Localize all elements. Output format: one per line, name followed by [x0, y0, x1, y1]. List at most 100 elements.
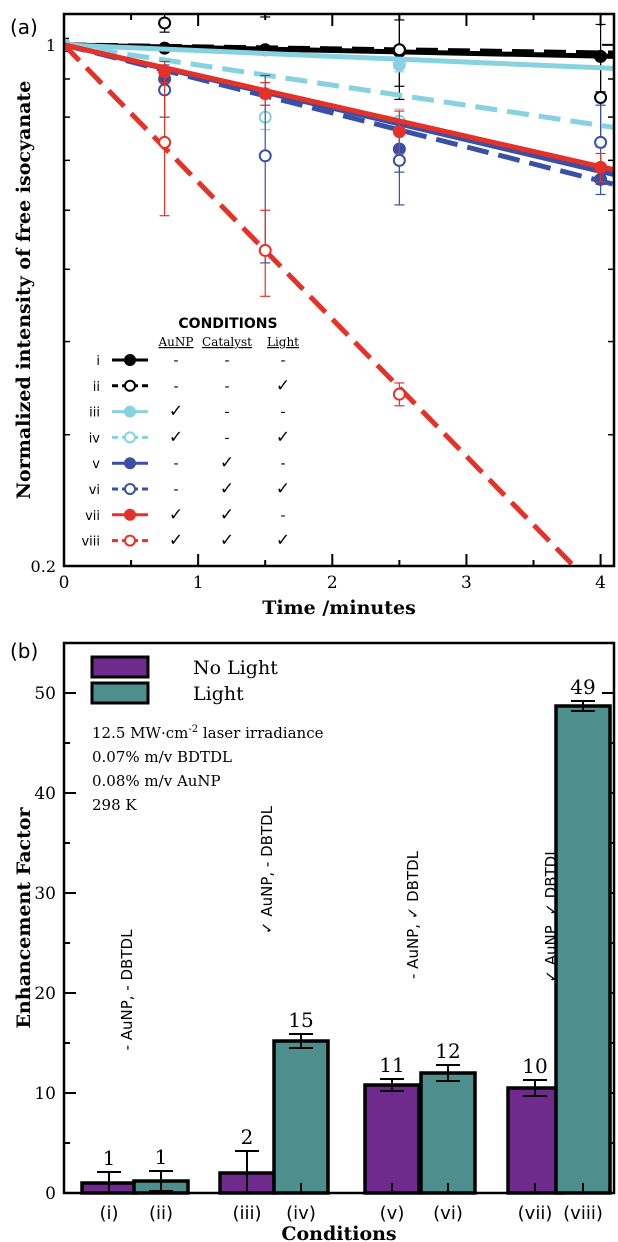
legend-cell-iv: ✓: [276, 427, 290, 447]
point-vii: [392, 125, 406, 139]
note-aunp: 0.08% m/v AuNP: [92, 772, 221, 790]
legend-label-viii: viii: [81, 535, 100, 550]
point-iii: [392, 58, 406, 72]
x-axis-label: Time /minutes: [262, 597, 416, 619]
legend-cell-i: -: [280, 353, 285, 369]
y-tick-label: 0.2: [31, 557, 56, 576]
legend-label-vii: vii: [85, 509, 100, 524]
value-label: 11: [379, 1053, 404, 1077]
x-tick-label: (vi): [433, 1203, 463, 1224]
fit-line-viii: [64, 43, 576, 566]
x-tick-label: (v): [380, 1203, 405, 1224]
legend-cell-vi: ✓: [276, 479, 290, 499]
legend-marker-vi: [124, 483, 136, 495]
note-bdtdl: 0.07% m/v BDTDL: [92, 748, 232, 766]
legend-label: No Light: [193, 657, 278, 679]
legend-cell-v: -: [280, 456, 285, 472]
x-tick-label: 4: [595, 573, 606, 593]
legend-title: CONDITIONS: [178, 316, 277, 332]
fit-line-vii: [64, 42, 614, 173]
x-tick-label: (vii): [518, 1203, 553, 1224]
legend-cell-iii: ✓: [169, 402, 183, 422]
y-tick-label: 40: [34, 784, 56, 804]
x-axis-label: Conditions: [281, 1223, 396, 1242]
legend-marker-v: [124, 457, 136, 470]
legend-marker-i: [124, 354, 136, 366]
bar-v: [363, 1083, 421, 1195]
legend-marker-vii: [124, 508, 136, 521]
value-label: 2: [241, 1125, 254, 1149]
series-group: [64, 14, 614, 566]
legend-swatch: [90, 655, 150, 679]
point-vi: [392, 153, 406, 167]
legend-cell-vii: ✓: [220, 505, 234, 525]
point-vii: [594, 160, 608, 174]
bar-iv: [272, 1039, 330, 1195]
legend-cell-vii: ✓: [169, 505, 183, 525]
point-viii: [158, 135, 172, 149]
panel-label-b: (b): [10, 639, 38, 663]
y-axis-label: Normalized intensity of free isocyanate: [13, 81, 35, 500]
plot-frame: [62, 12, 616, 568]
legend-swatch: [90, 681, 150, 705]
legend-cell-vii: -: [280, 508, 285, 524]
note-temp: 298 K: [92, 796, 137, 814]
x-tick-label: 1: [193, 573, 204, 593]
y-tick-label: 30: [34, 884, 56, 904]
y-tick-label: 50: [34, 684, 56, 704]
fit-line-ii: [64, 42, 614, 56]
y-tick-label: 20: [34, 984, 56, 1004]
x-tick-label: (iv): [286, 1203, 316, 1224]
point-vi: [594, 135, 608, 149]
legend-cell-iii: -: [280, 405, 285, 421]
line-chart-a: (a) 0.2 1 0 1 2 3 4 Time /minutes Normalized int…: [10, 12, 616, 619]
legend-marker-iv: [124, 431, 136, 444]
legend-column-header: Light: [267, 335, 299, 349]
point-ii: [158, 16, 172, 30]
y-tick-label: 1: [46, 36, 56, 55]
legend-cell-viii: ✓: [169, 531, 183, 551]
legend-label-iii: iii: [89, 406, 100, 421]
value-label: 15: [288, 1008, 313, 1032]
group-label: - AuNP, - DBTDL: [118, 929, 136, 1050]
legend-cell-i: -: [224, 353, 229, 369]
legend-cell-vi: -: [173, 482, 178, 498]
bar-viii: [554, 704, 612, 1195]
x-tick-label: (i): [99, 1203, 118, 1224]
legend-label-iv: iv: [89, 431, 101, 446]
legend-cell-ii: ✓: [276, 376, 290, 396]
legend-cell-v: ✓: [220, 453, 234, 473]
group-label: - AuNP, ✓ DBTDL: [404, 850, 422, 979]
value-label: 12: [435, 1039, 460, 1063]
legend-cell-ii: -: [173, 379, 178, 395]
point-vii: [158, 65, 172, 79]
value-label: 1: [103, 1146, 116, 1170]
bar-chart-b: (b) 0 10 20 30 40 50 Enhancement Factor Conditi…: [10, 639, 616, 1242]
legend-marker-iii: [124, 405, 136, 418]
legend-cell-vi: ✓: [220, 479, 234, 499]
x-tick-label: 2: [327, 573, 338, 593]
point-viii: [258, 243, 272, 257]
plot-frame: [62, 641, 616, 1195]
legend-label-vi: vi: [89, 483, 100, 498]
legend-label-v: v: [92, 457, 100, 472]
legend-marker-ii: [124, 379, 136, 392]
fit-line-iv: [64, 42, 614, 130]
fit-line-iii: [64, 42, 614, 71]
x-tick-label: (iii): [232, 1203, 261, 1224]
legend-column-header: Catalyst: [202, 335, 252, 349]
y-tick-label: 0: [45, 1184, 56, 1204]
note-irradiance: 12.5 MW·cm-2 laser irradiance: [92, 724, 324, 742]
point-viii: [392, 387, 406, 401]
legend-label-i: i: [96, 354, 100, 369]
legend-cell-iv: -: [224, 430, 229, 446]
y-tick-label: 10: [34, 1084, 56, 1104]
point-ii: [262, 14, 269, 15]
legend-cell-ii: -: [224, 379, 229, 395]
legend-cell-iv: ✓: [169, 427, 183, 447]
x-tick-label: 3: [461, 573, 472, 593]
group-label: ✓ AuNP, - DBTDL: [258, 805, 276, 934]
point-vii: [258, 87, 272, 101]
legend-label-ii: ii: [93, 380, 100, 395]
point-vi: [258, 149, 272, 163]
